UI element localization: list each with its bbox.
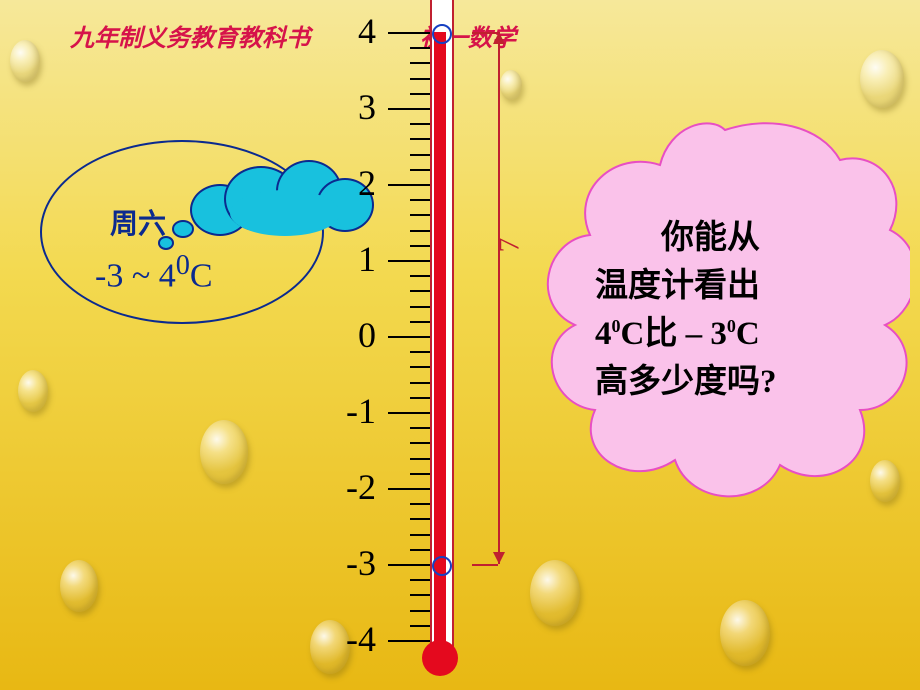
tick-label: 4 (326, 10, 376, 52)
droplet (200, 420, 248, 484)
minor-tick (410, 290, 430, 292)
droplet (10, 40, 40, 82)
minor-tick (410, 214, 430, 216)
minor-tick (410, 518, 430, 520)
thought-bubble: 你能从 温度计看出 40C比 – 30C 高多少度吗? (540, 110, 910, 510)
tick-label: 2 (326, 162, 376, 204)
tick-label: 3 (326, 86, 376, 128)
minor-tick (410, 47, 430, 49)
tick-label: -2 (326, 466, 376, 508)
q-sup1: 0 (612, 316, 621, 336)
minor-tick (410, 382, 430, 384)
minor-tick (410, 199, 430, 201)
minor-tick (410, 610, 430, 612)
minor-tick (410, 397, 430, 399)
day-label: 周六 (110, 202, 166, 242)
q-t2: C比 – 3 (621, 316, 727, 352)
minor-tick (410, 594, 430, 596)
tick-label: 1 (326, 238, 376, 280)
major-tick (388, 488, 430, 490)
major-tick (388, 32, 430, 34)
droplet (860, 50, 904, 108)
q-line4: 高多少度吗? (595, 364, 777, 400)
tick-label: -1 (326, 390, 376, 432)
diff-arrow-up (493, 32, 505, 44)
range-degree: 0 (176, 250, 190, 281)
major-tick (388, 412, 430, 414)
thermometer: 43210-1-2-3-4 (420, 0, 460, 690)
tick-label: -4 (326, 618, 376, 660)
minor-tick (410, 78, 430, 80)
major-tick (388, 640, 430, 642)
minor-tick (410, 275, 430, 277)
major-tick (388, 108, 430, 110)
droplet (720, 600, 770, 666)
diff-arrow-down (493, 552, 505, 564)
range-unit: C (190, 257, 213, 294)
minor-tick (410, 625, 430, 627)
minor-tick (410, 579, 430, 581)
q-line1: 你能从 (595, 220, 760, 256)
header-left-text: 九年制义务教育教科书 (70, 18, 310, 53)
minor-tick (410, 534, 430, 536)
major-tick (388, 260, 430, 262)
q-sup2: 0 (727, 316, 736, 336)
minor-tick (410, 321, 430, 323)
minor-tick (410, 230, 430, 232)
mark-low (432, 556, 452, 576)
temp-range: -3 ~ 40C (95, 250, 213, 295)
diff-line (498, 32, 500, 564)
minor-tick (410, 473, 430, 475)
diff-value: 7 (493, 238, 527, 253)
minor-tick (410, 245, 430, 247)
tick-label: -3 (326, 542, 376, 584)
droplet (500, 70, 522, 100)
mark-high (432, 24, 452, 44)
minor-tick (410, 154, 430, 156)
minor-tick (410, 169, 430, 171)
droplet (60, 560, 98, 612)
tick-label: 0 (326, 314, 376, 356)
major-tick (388, 184, 430, 186)
minor-tick (410, 549, 430, 551)
minor-tick (410, 442, 430, 444)
minor-tick (410, 427, 430, 429)
range-value: -3 ~ 4 (95, 257, 176, 294)
minor-tick (410, 138, 430, 140)
major-tick (388, 336, 430, 338)
thermo-bulb (422, 640, 458, 676)
q-t3: C (736, 316, 760, 352)
diff-bottom-cap (472, 564, 498, 566)
minor-tick (410, 458, 430, 460)
minor-tick (410, 351, 430, 353)
q-line2: 温度计看出 (595, 268, 760, 304)
minor-tick (410, 123, 430, 125)
minor-tick (410, 306, 430, 308)
minor-tick (410, 366, 430, 368)
major-tick (388, 564, 430, 566)
minor-tick (410, 93, 430, 95)
droplet (18, 370, 48, 412)
question-text: 你能从 温度计看出 40C比 – 30C 高多少度吗? (595, 215, 885, 406)
minor-tick (410, 62, 430, 64)
minor-tick (410, 503, 430, 505)
q-t1: 4 (595, 316, 612, 352)
droplet (530, 560, 580, 626)
forecast-bubble: 周六 -3 ~ 40C (40, 110, 330, 320)
